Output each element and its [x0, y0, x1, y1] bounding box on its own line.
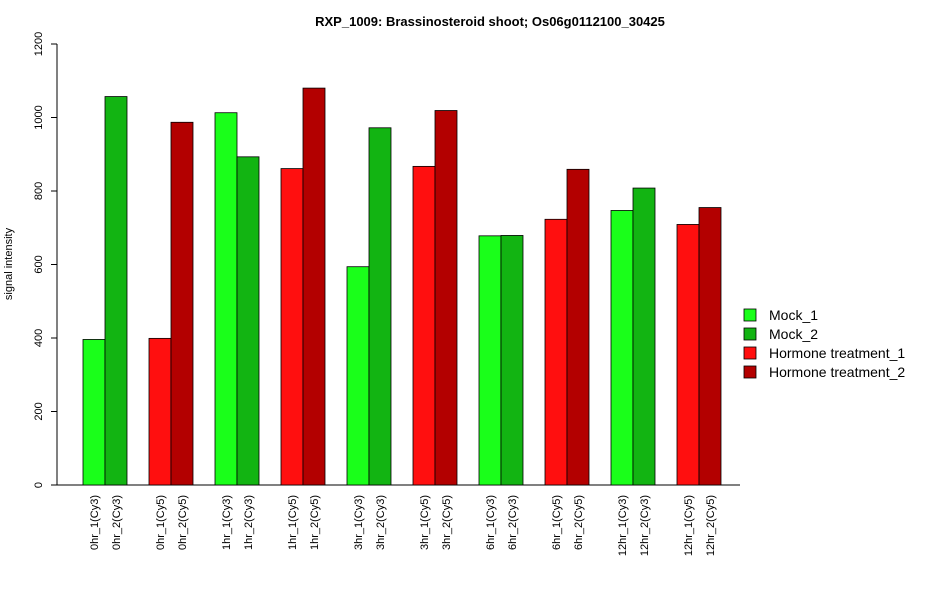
- bar: [478, 235, 502, 486]
- x-tick-label: 1hr_1(Cy5): [287, 495, 299, 550]
- bar: [698, 207, 722, 486]
- x-tick-label: 3hr_2(Cy5): [441, 495, 453, 550]
- bar: [676, 224, 700, 486]
- x-tick-label: 0hr_1(Cy5): [155, 495, 167, 550]
- y-tick-label: 600: [33, 255, 45, 273]
- bar: [544, 218, 568, 486]
- x-tick-label: 1hr_2(Cy5): [309, 495, 321, 550]
- bar: [412, 165, 436, 486]
- bar: [500, 235, 524, 486]
- legend-label: Mock_1: [769, 307, 818, 323]
- chart-title: RXP_1009: Brassinosteroid shoot; Os06g01…: [315, 14, 665, 29]
- bar: [170, 121, 194, 486]
- x-tick-label: 3hr_1(Cy5): [419, 495, 431, 550]
- x-tick-label: 3hr_1(Cy3): [353, 495, 365, 550]
- y-tick-label: 1200: [33, 32, 45, 56]
- bar: [434, 110, 458, 486]
- y-tick-label: 400: [33, 329, 45, 347]
- legend-label: Mock_2: [769, 326, 818, 342]
- y-axis: 0 200 400 600 800 1000 1200: [33, 32, 58, 488]
- x-tick-label: 6hr_2(Cy3): [507, 495, 519, 550]
- bar: [82, 339, 106, 486]
- y-tick-label: 800: [33, 182, 45, 200]
- x-tick-label: 3hr_2(Cy3): [375, 495, 387, 550]
- x-tick-label: 1hr_1(Cy3): [221, 495, 233, 550]
- x-tick-label: 6hr_2(Cy5): [573, 495, 585, 550]
- x-tick-label: 0hr_1(Cy3): [89, 495, 101, 550]
- bar: [214, 112, 238, 486]
- bar: [368, 127, 392, 486]
- x-tick-label: 0hr_2(Cy5): [177, 495, 189, 550]
- bar: [236, 156, 260, 486]
- y-tick-label: 1000: [33, 105, 45, 129]
- bar: [104, 96, 128, 486]
- bars: [82, 87, 722, 486]
- bar: [346, 266, 370, 486]
- legend-swatch: [743, 365, 757, 379]
- bar: [302, 87, 326, 486]
- bar: [632, 187, 656, 486]
- y-axis-label: signal intensity: [3, 227, 15, 300]
- x-tick-label: 1hr_2(Cy3): [243, 495, 255, 550]
- y-tick-label: 0: [33, 482, 45, 488]
- legend: Mock_1 Mock_2 Hormone treatment_1 Hormone t…: [743, 307, 905, 380]
- legend-swatch: [743, 346, 757, 360]
- legend-label: Hormone treatment_1: [769, 345, 905, 361]
- legend-swatch: [743, 327, 757, 341]
- x-tick-label: 12hr_2(Cy5): [705, 495, 717, 556]
- x-tick-labels: 0hr_1(Cy3) 0hr_2(Cy3) 0hr_1(Cy5) 0hr_2(Cy5)…: [89, 495, 717, 556]
- y-tick-label: 200: [33, 402, 45, 420]
- bar: [566, 168, 590, 486]
- bar: [610, 210, 634, 486]
- bar: [148, 337, 172, 486]
- bar: [280, 168, 304, 486]
- legend-swatch: [743, 308, 757, 322]
- x-tick-label: 6hr_1(Cy5): [551, 495, 563, 550]
- x-tick-label: 12hr_1(Cy3): [617, 495, 629, 556]
- x-tick-label: 6hr_1(Cy3): [485, 495, 497, 550]
- x-tick-label: 12hr_2(Cy3): [639, 495, 651, 556]
- x-tick-label: 12hr_1(Cy5): [683, 495, 695, 556]
- legend-label: Hormone treatment_2: [769, 364, 905, 380]
- x-tick-label: 0hr_2(Cy3): [111, 495, 123, 550]
